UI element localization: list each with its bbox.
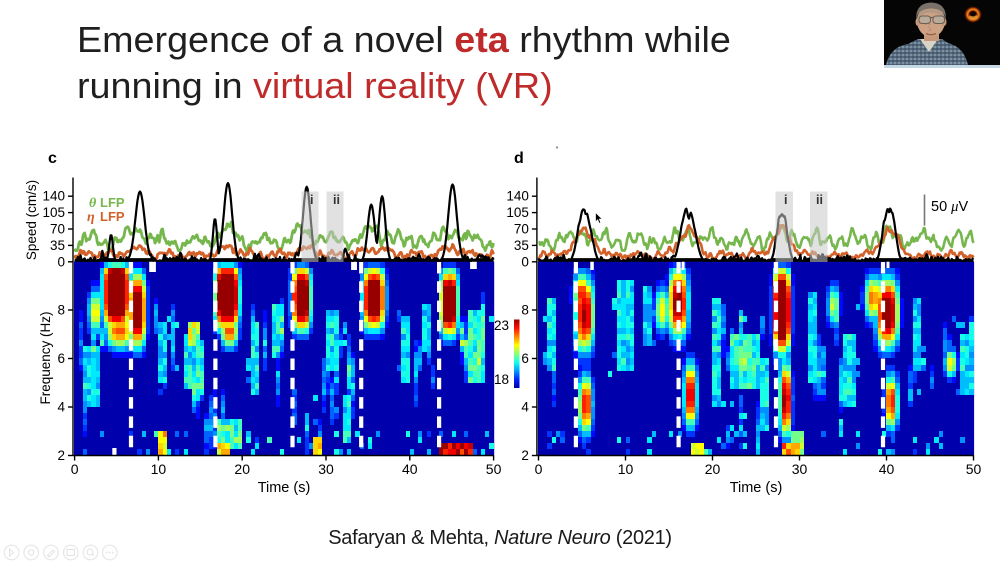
svg-text:0: 0 (535, 461, 543, 477)
svg-text:i: i (310, 193, 313, 207)
svg-text:LFP: LFP (100, 195, 125, 210)
svg-text:0: 0 (71, 461, 79, 477)
svg-text:η: η (87, 210, 95, 225)
svg-text:ii: ii (816, 193, 823, 207)
svg-text:50 μV: 50 μV (931, 199, 968, 215)
svg-text:8: 8 (521, 303, 529, 318)
svg-text:0: 0 (521, 254, 529, 269)
svg-text:ii: ii (333, 193, 340, 207)
svg-text:40: 40 (879, 461, 895, 477)
svg-text:8: 8 (57, 303, 65, 318)
svg-text:35: 35 (50, 238, 65, 253)
svg-text:18: 18 (494, 372, 509, 387)
svg-text:i: i (784, 193, 787, 207)
svg-text:2: 2 (57, 448, 65, 463)
svg-text:Time (s): Time (s) (730, 480, 783, 496)
svg-text:40: 40 (402, 461, 418, 477)
svg-text:70: 70 (50, 222, 65, 237)
svg-text:0: 0 (57, 254, 65, 269)
svg-text:105: 105 (42, 205, 65, 220)
svg-text:20: 20 (234, 461, 250, 477)
svg-text:10: 10 (151, 461, 167, 477)
svg-text:θ: θ (89, 196, 97, 211)
svg-text:6: 6 (521, 351, 529, 366)
svg-text:140: 140 (42, 189, 65, 204)
svg-text:20: 20 (705, 461, 721, 477)
svg-text:30: 30 (318, 461, 334, 477)
svg-text:Time (s): Time (s) (258, 480, 311, 496)
svg-text:Frequency (Hz): Frequency (Hz) (38, 311, 53, 404)
svg-text:4: 4 (57, 400, 65, 415)
svg-text:Speed (cm/s): Speed (cm/s) (24, 180, 39, 260)
svg-text:23: 23 (494, 318, 509, 333)
svg-text:105: 105 (506, 205, 529, 220)
svg-text:30: 30 (792, 461, 808, 477)
svg-text:70: 70 (514, 222, 529, 237)
svg-text:d: d (514, 150, 524, 167)
svg-text:6: 6 (57, 351, 65, 366)
svg-text:50: 50 (486, 461, 502, 477)
svg-text:10: 10 (618, 461, 634, 477)
svg-text:4: 4 (521, 400, 529, 415)
svg-text:LFP: LFP (100, 209, 125, 224)
svg-text:2: 2 (521, 448, 529, 463)
svg-text:140: 140 (506, 189, 529, 204)
svg-text:c: c (48, 150, 57, 167)
svg-text:50: 50 (966, 461, 982, 477)
svg-text:35: 35 (514, 238, 529, 253)
